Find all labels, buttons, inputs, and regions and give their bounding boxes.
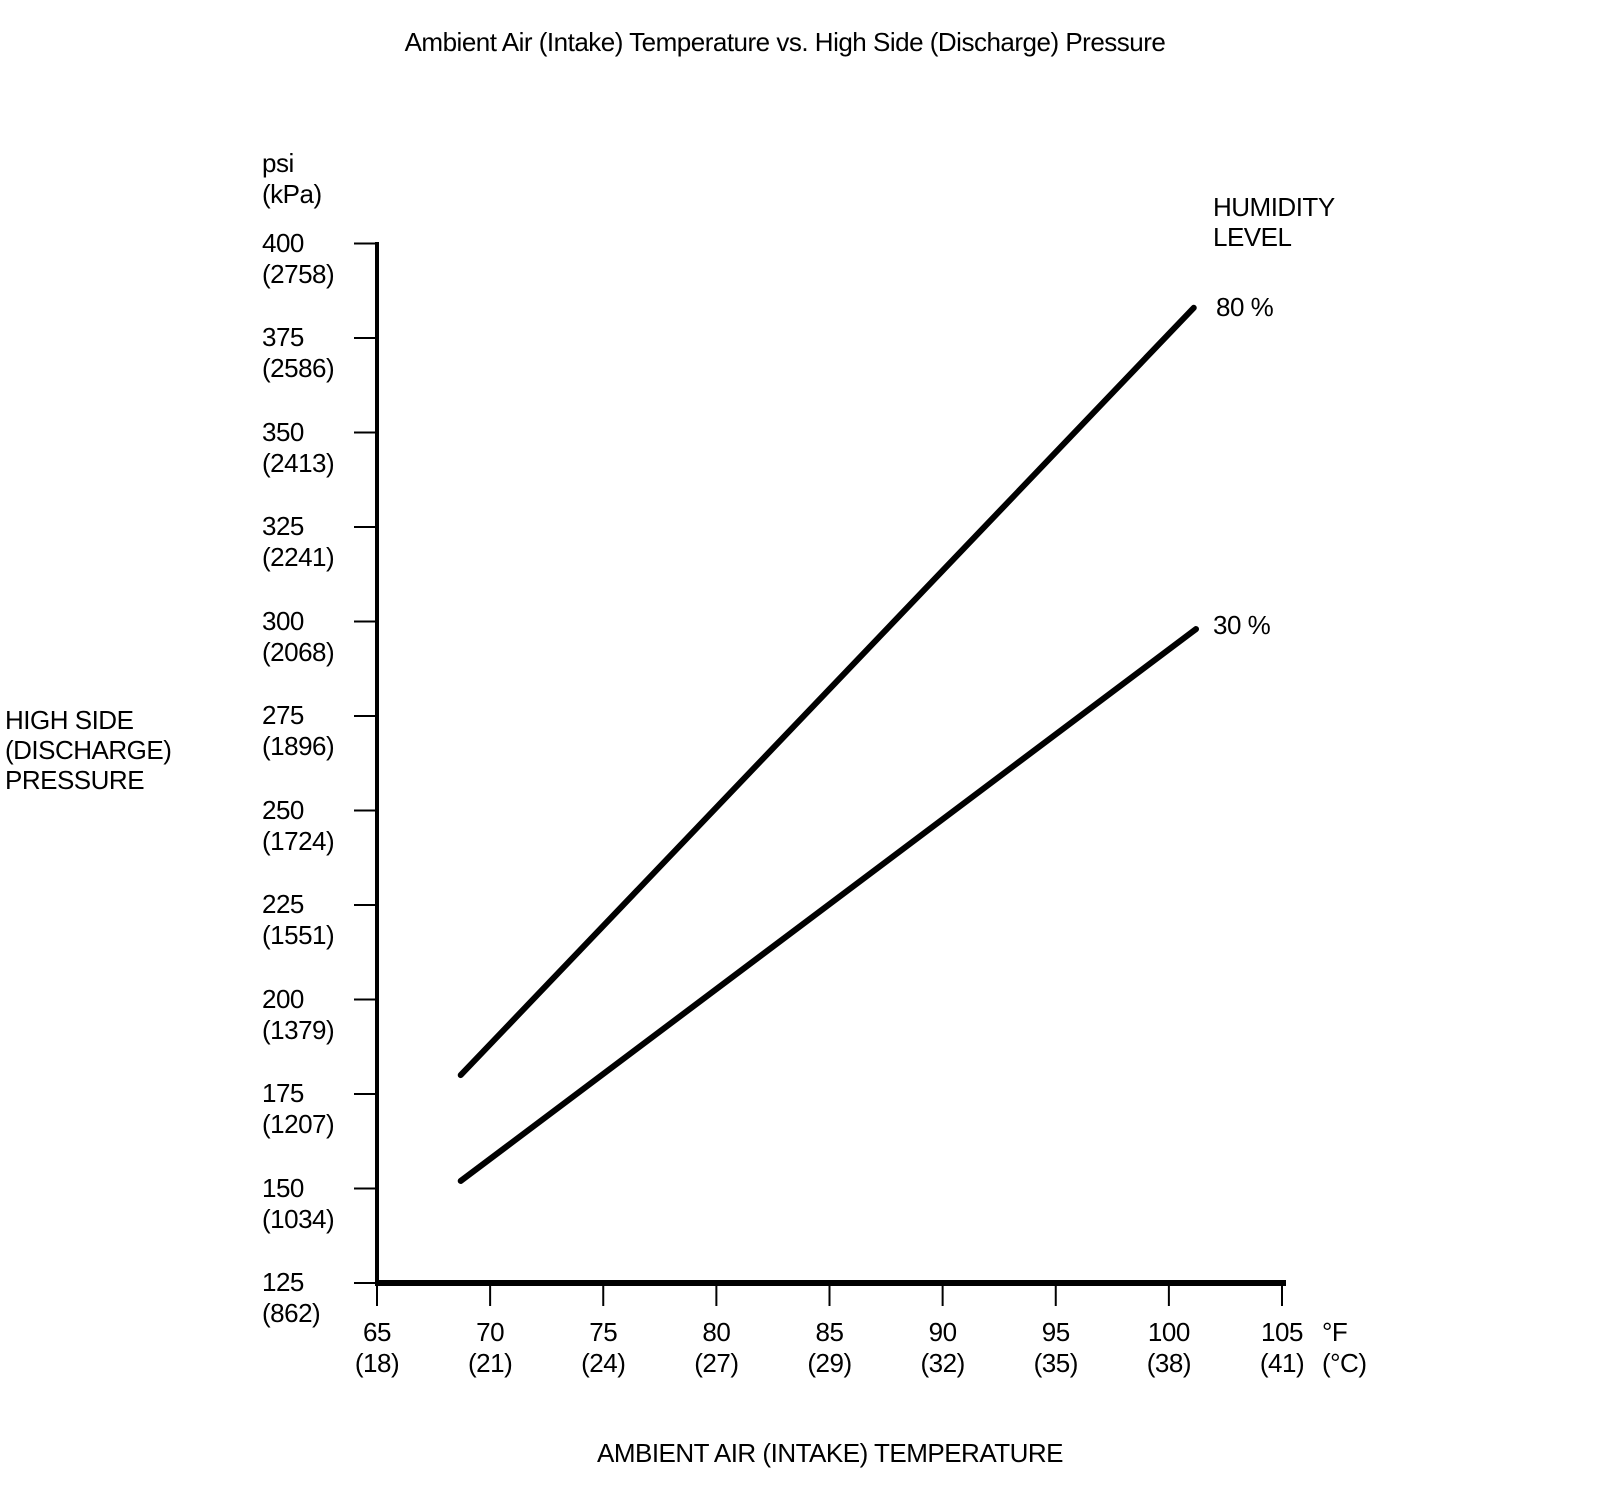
y-tick-label-400: 400 (2758) [262,227,335,289]
series-label-30-percent: 30 % [1213,610,1271,640]
y-tick-label-350: 350 (2413) [262,416,335,478]
y-tick-label-325: 325 (2241) [262,511,335,572]
x-tick-label-95: 95 (35) [1033,1317,1079,1378]
y-axis-unit-label: psi (kPa) [262,148,322,210]
y-axis-unit-kpa: (kPa) [262,179,322,209]
x-axis-title: AMBIENT AIR (INTAKE) TEMPERATURE [596,1438,1064,1468]
y-tick-label-175: 175 (1207) [262,1078,335,1139]
x-tick-label-80: 80 (27) [694,1317,739,1378]
x-tick-label-65: 65 (18) [354,1317,400,1378]
x-tick-label-75: 75 (24) [581,1317,626,1378]
series-line-humidity-80-percent [457,304,1197,1079]
x-axis-unit-c: (°C) [1322,1348,1367,1378]
y-tick-label-275: 275 (1896) [262,700,335,761]
y-axis-unit-psi: psi [262,148,294,178]
x-axis-unit-label: °F (°C) [1322,1317,1367,1379]
y-tick-label-150: 150 (1034) [262,1172,335,1234]
x-tick-label-100: 100 (38) [1146,1317,1192,1378]
series-label-80-percent: 80 % [1216,292,1274,322]
y-tick-label-125: 125 (862) [262,1267,321,1328]
chart-title: Ambient Air (Intake) Temperature vs. Hig… [404,27,1166,57]
x-tick-label-90: 90 (32) [920,1317,966,1378]
y-tick-label-225: 225 (1551) [262,889,335,950]
x-tick-label-85: 85 (29) [807,1317,852,1378]
series-line-humidity-30-percent [457,626,1200,1184]
y-tick-label-300: 300 (2068) [262,605,335,667]
y-tick-label-250: 250 (1724) [262,794,335,856]
legend-title: HUMIDITY LEVEL [1213,192,1335,252]
x-tick-label-70: 70 (21) [468,1317,513,1378]
x-tick-label-105: 105 (41) [1259,1317,1305,1378]
y-tick-label-200: 200 (1379) [262,983,335,1045]
y-tick-label-375: 375 (2586) [262,322,335,383]
y-axis-title: HIGH SIDE (DISCHARGE) PRESSURE [5,705,172,795]
x-axis-unit-f: °F [1322,1317,1348,1347]
